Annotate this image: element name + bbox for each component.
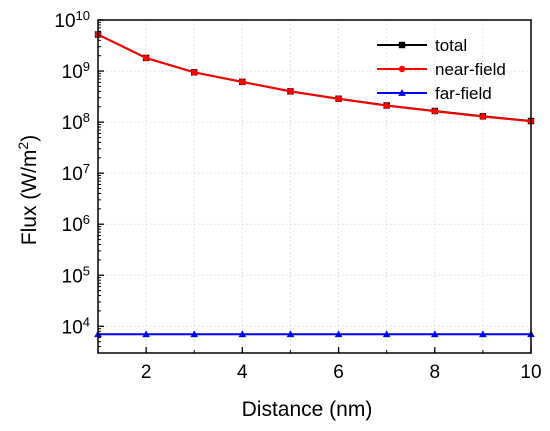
data-point — [334, 330, 343, 338]
ticks — [97, 19, 532, 354]
y-tick-base: 10 — [62, 317, 83, 338]
y-tick-exp: 4 — [83, 314, 90, 329]
x-tick-label: 6 — [333, 362, 344, 383]
y-tick-exp: 5 — [83, 263, 90, 278]
grid — [98, 20, 531, 353]
y-tick-exp: 7 — [83, 161, 90, 176]
legend-entry-near-field: near-field — [377, 60, 506, 79]
y-tick-label: 104 — [62, 314, 90, 339]
data-point — [142, 54, 150, 62]
data-point — [190, 330, 199, 338]
x-tick-label: 8 — [429, 362, 440, 383]
legend-entry-far-field: far-field — [377, 84, 492, 103]
y-tick-exp: 8 — [83, 110, 90, 125]
y-tick-label: 105 — [62, 263, 90, 288]
y-axis-title: Flux (W/m2) — [15, 135, 41, 245]
legend-label: near-field — [435, 60, 506, 79]
y-tick-label: 1010 — [54, 8, 90, 33]
data-point — [286, 330, 295, 338]
x-tick-label: 10 — [520, 362, 541, 383]
y-tick-base: 10 — [62, 62, 83, 83]
data-point — [479, 330, 487, 338]
data-point — [383, 102, 390, 109]
y-tick-exp: 6 — [83, 212, 90, 227]
x-tick-labels: 2 4 6 8 10 — [141, 362, 542, 383]
plot-frame — [97, 19, 532, 354]
legend-marker — [398, 65, 406, 73]
y-tick-base: 10 — [62, 164, 83, 185]
y-tick-base: 10 — [54, 11, 75, 32]
data-point — [335, 95, 342, 103]
legend-entry-total: total — [377, 36, 467, 55]
legend-label: far-field — [435, 84, 492, 103]
series-layer — [94, 31, 535, 338]
data-point — [191, 69, 198, 76]
y-axis-title-sup: 2 — [15, 142, 31, 150]
y-tick-exp: 9 — [83, 59, 90, 74]
series-far-field — [94, 330, 535, 338]
data-point — [287, 88, 294, 95]
series-line — [97, 33, 532, 123]
legend-marker — [398, 89, 406, 96]
data-point — [142, 330, 150, 338]
data-point — [479, 113, 487, 120]
data-point — [239, 78, 246, 86]
y-axis-title-close: ) — [18, 135, 41, 142]
data-point — [238, 330, 247, 338]
data-point — [430, 330, 439, 338]
legend-label: total — [435, 36, 467, 55]
y-tick-label: 106 — [62, 212, 90, 237]
y-axis-title-base: Flux (W/m — [18, 150, 41, 246]
y-tick-label: 109 — [62, 59, 90, 84]
x-tick-label: 2 — [141, 362, 152, 383]
legend: total near-field far-field — [377, 36, 506, 103]
y-tick-base: 10 — [62, 266, 83, 287]
series-near-field — [94, 31, 535, 125]
data-point — [431, 108, 438, 115]
y-tick-exp: 10 — [76, 8, 90, 23]
y-tick-label: 107 — [62, 161, 90, 186]
y-tick-label: 108 — [62, 110, 90, 135]
x-axis-title: Distance (nm) — [242, 398, 373, 421]
data-point — [382, 330, 391, 338]
y-tick-base: 10 — [62, 113, 83, 134]
legend-marker — [398, 41, 406, 49]
y-tick-base: 10 — [62, 215, 83, 236]
x-tick-label: 4 — [237, 362, 248, 383]
